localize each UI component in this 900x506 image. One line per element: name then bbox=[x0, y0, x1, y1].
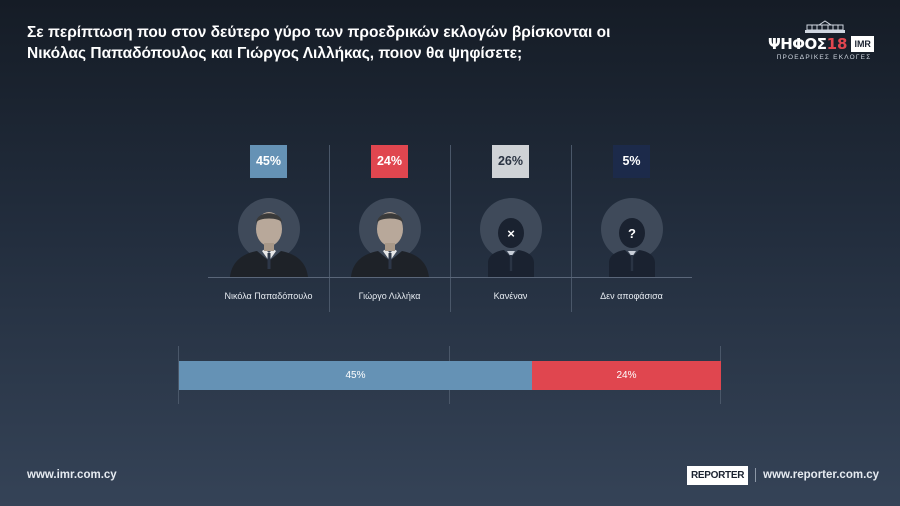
stacked-bar-chart: 45% 24% bbox=[178, 346, 721, 404]
column-divider bbox=[450, 145, 451, 312]
svg-text:×: × bbox=[507, 226, 515, 241]
candidate-photo bbox=[224, 195, 314, 277]
reporter-url[interactable]: www.reporter.com.cy bbox=[763, 469, 880, 481]
candidate-column: 26% × Κανέναν bbox=[450, 145, 571, 310]
logo-number-text: 18 bbox=[826, 35, 848, 53]
footer-separator bbox=[755, 468, 757, 482]
bar-segment: 45% bbox=[179, 361, 532, 390]
candidate-name: Κανέναν bbox=[493, 291, 528, 301]
candidate-column: 24% Γιώργο Λιλλήκα bbox=[329, 145, 450, 310]
psifos18-logo: ΨΗΦΟΣ 18 IMR ΠΡΟΕΔΡΙΚΕΣ ΕΚΛΟΓΕΣ bbox=[768, 20, 880, 62]
chart-title: Σε περίπτωση που στον δεύτερο γύρο των π… bbox=[27, 24, 611, 62]
footer-right: REPORTER www.reporter.com.cy bbox=[687, 465, 880, 485]
parliament-building-icon bbox=[805, 20, 845, 33]
percent-badge: 24% bbox=[371, 145, 408, 178]
column-divider bbox=[571, 145, 572, 312]
candidate-name: Γιώργο Λιλλήκα bbox=[358, 291, 421, 301]
candidate-column: 45% Νικόλα Παπαδόπουλο bbox=[208, 145, 329, 310]
percent-badge: 26% bbox=[492, 145, 529, 178]
silhouette-question-icon: ? bbox=[587, 195, 677, 277]
imr-url[interactable]: www.imr.com.cy bbox=[27, 469, 117, 481]
percent-badge: 5% bbox=[613, 145, 650, 178]
candidate-photo bbox=[345, 195, 435, 277]
logo-brand-text: ΨΗΦΟΣ bbox=[768, 35, 827, 53]
percent-badge: 45% bbox=[250, 145, 287, 178]
column-divider bbox=[329, 145, 330, 312]
imr-logo: IMR bbox=[851, 36, 874, 52]
bar-segment: 24% bbox=[532, 361, 721, 390]
silhouette-x-icon: × bbox=[466, 195, 556, 277]
logo-subtitle: ΠΡΟΕΔΡΙΚΕΣ ΕΚΛΟΓΕΣ bbox=[776, 54, 872, 61]
candidate-name: Νικόλα Παπαδόπουλο bbox=[224, 291, 313, 301]
reporter-logo: REPORTER bbox=[687, 465, 749, 485]
svg-text:?: ? bbox=[628, 226, 636, 241]
candidate-name: Δεν αποφάσισα bbox=[600, 291, 663, 301]
portrait-baseline bbox=[208, 277, 692, 278]
candidate-column: 5%? Δεν αποφάσισα bbox=[571, 145, 692, 310]
bar-gridline bbox=[178, 346, 179, 404]
